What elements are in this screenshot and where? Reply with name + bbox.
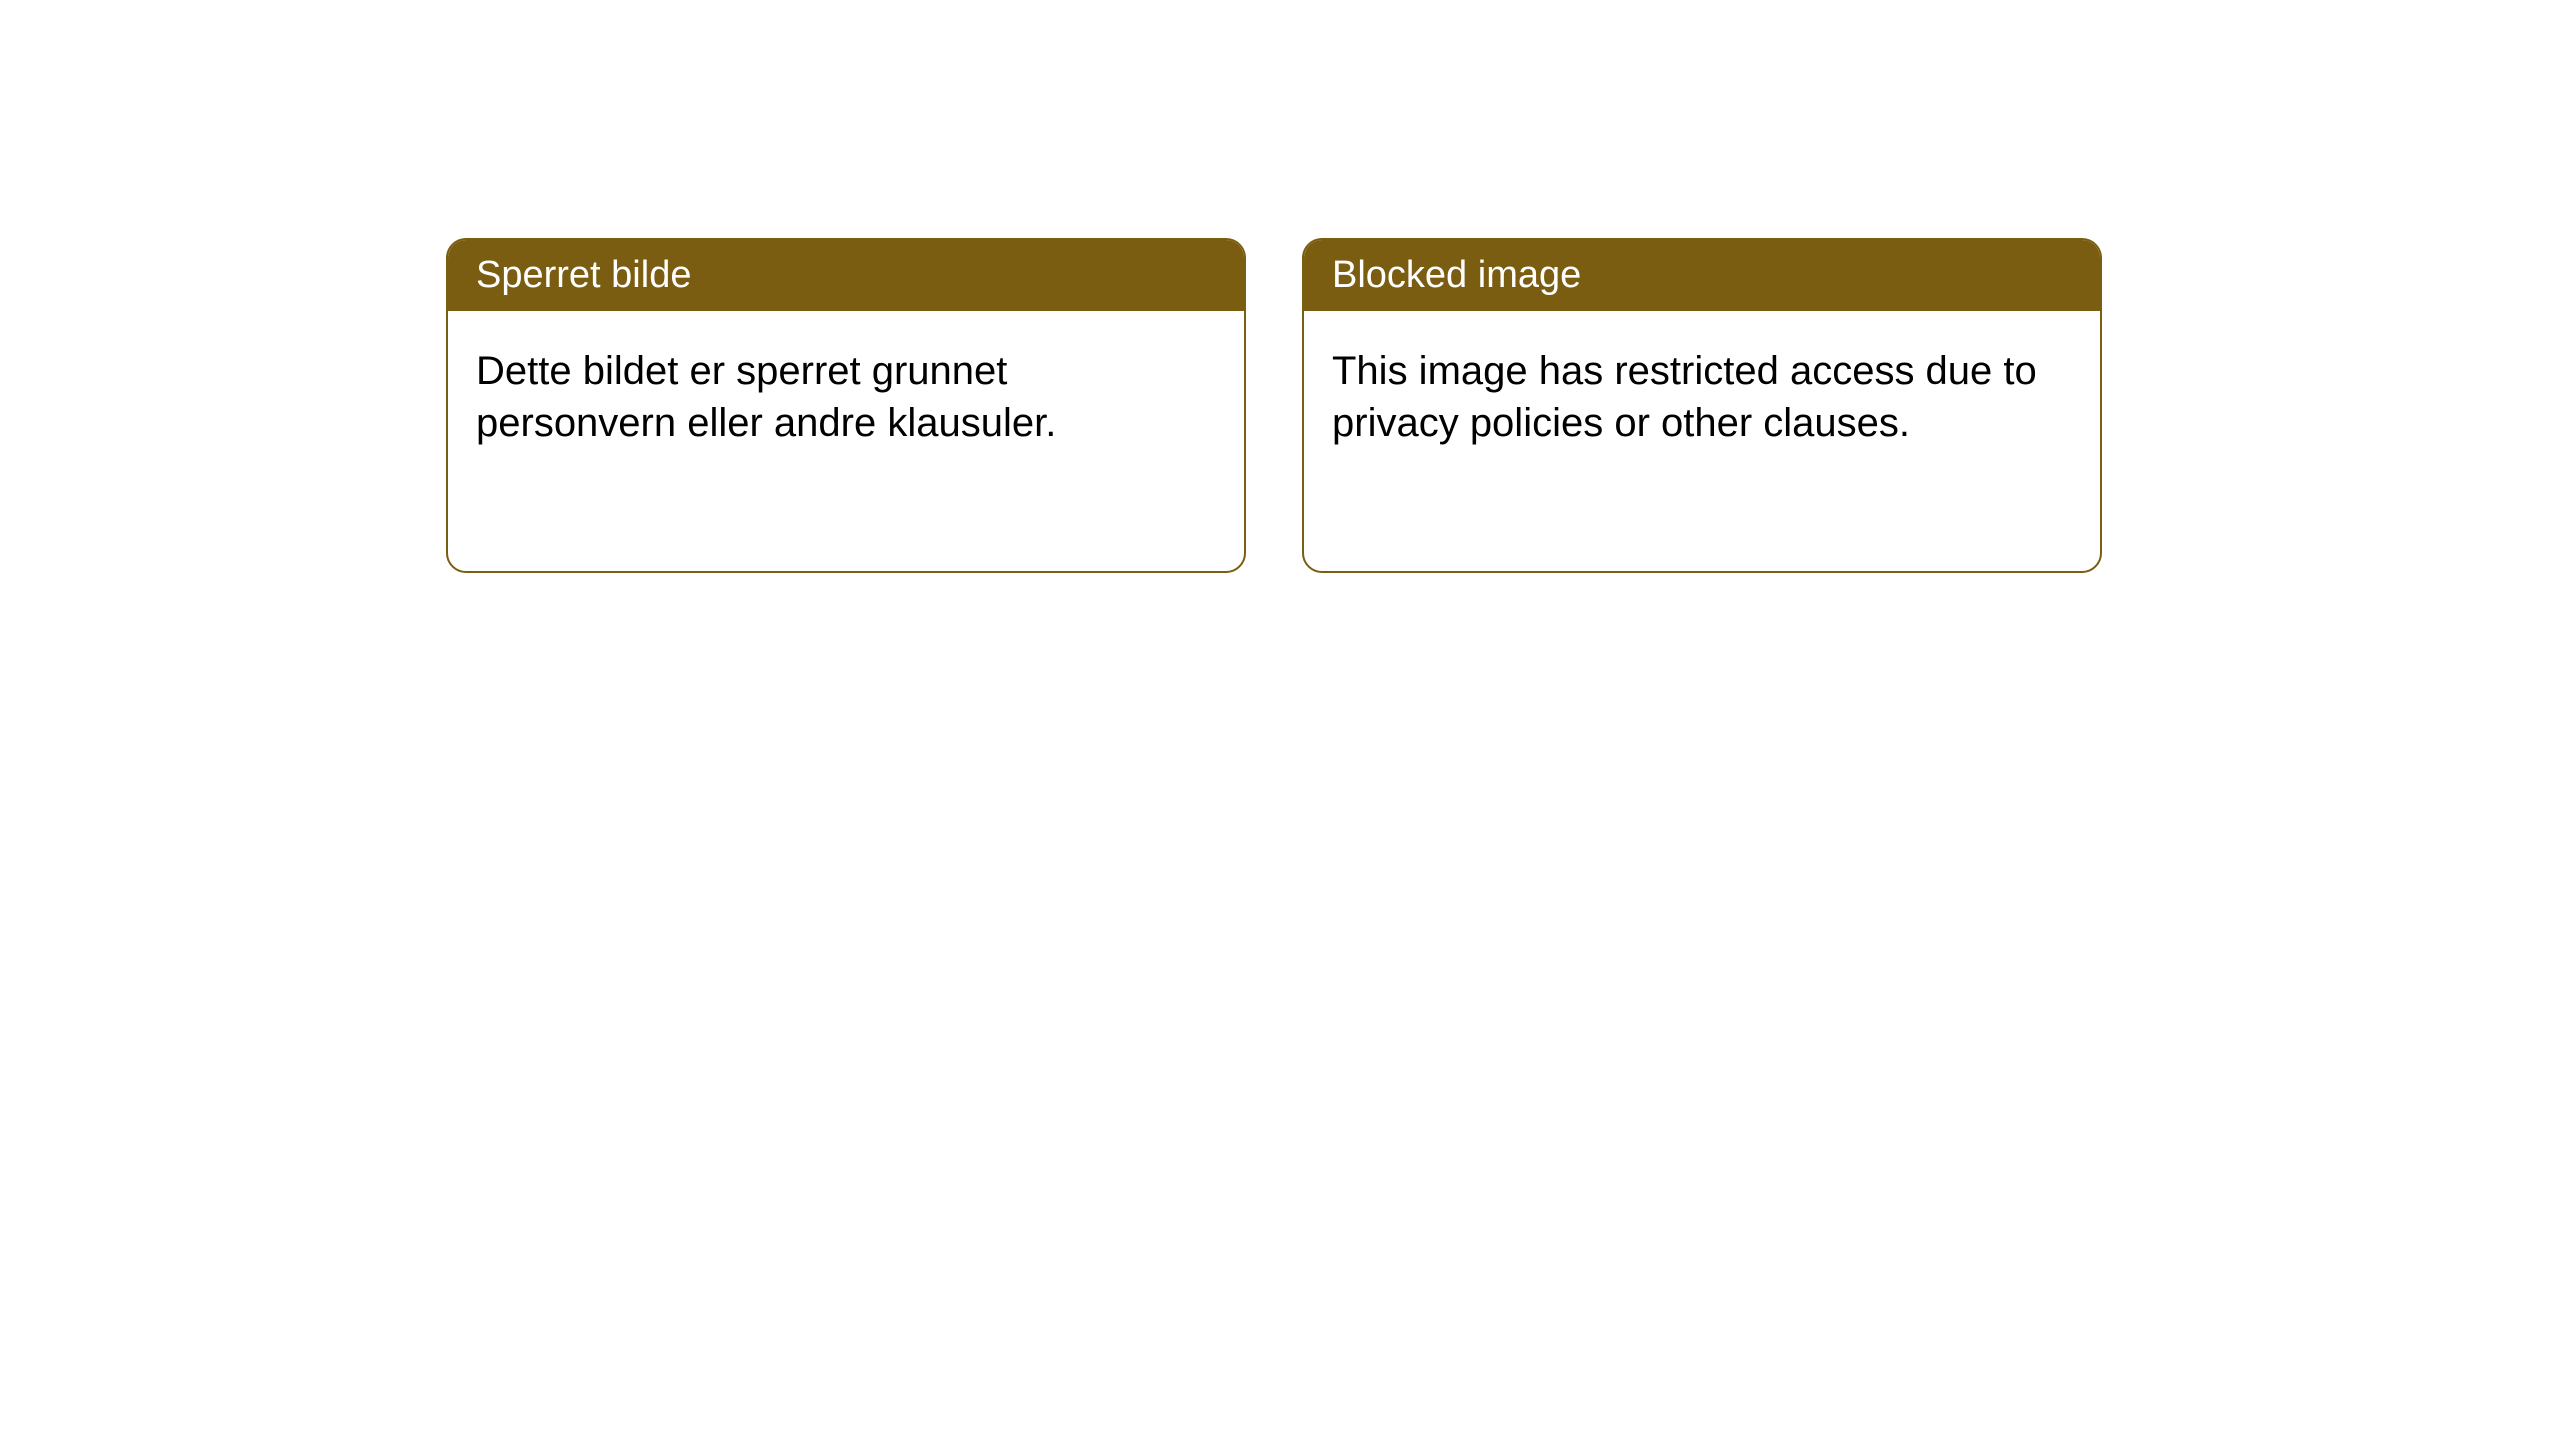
notice-body-text-no: Dette bildet er sperret grunnet personve… xyxy=(476,349,1056,445)
notice-title-en: Blocked image xyxy=(1332,254,1581,296)
notice-card-body-en: This image has restricted access due to … xyxy=(1304,311,2100,483)
notice-cards-container: Sperret bilde Dette bildet er sperret gr… xyxy=(446,238,2102,573)
notice-body-text-en: This image has restricted access due to … xyxy=(1332,349,2037,445)
notice-card-body-no: Dette bildet er sperret grunnet personve… xyxy=(448,311,1244,483)
notice-card-header-no: Sperret bilde xyxy=(448,240,1244,311)
notice-card-en: Blocked image This image has restricted … xyxy=(1302,238,2102,573)
notice-card-no: Sperret bilde Dette bildet er sperret gr… xyxy=(446,238,1246,573)
notice-title-no: Sperret bilde xyxy=(476,254,691,296)
notice-card-header-en: Blocked image xyxy=(1304,240,2100,311)
